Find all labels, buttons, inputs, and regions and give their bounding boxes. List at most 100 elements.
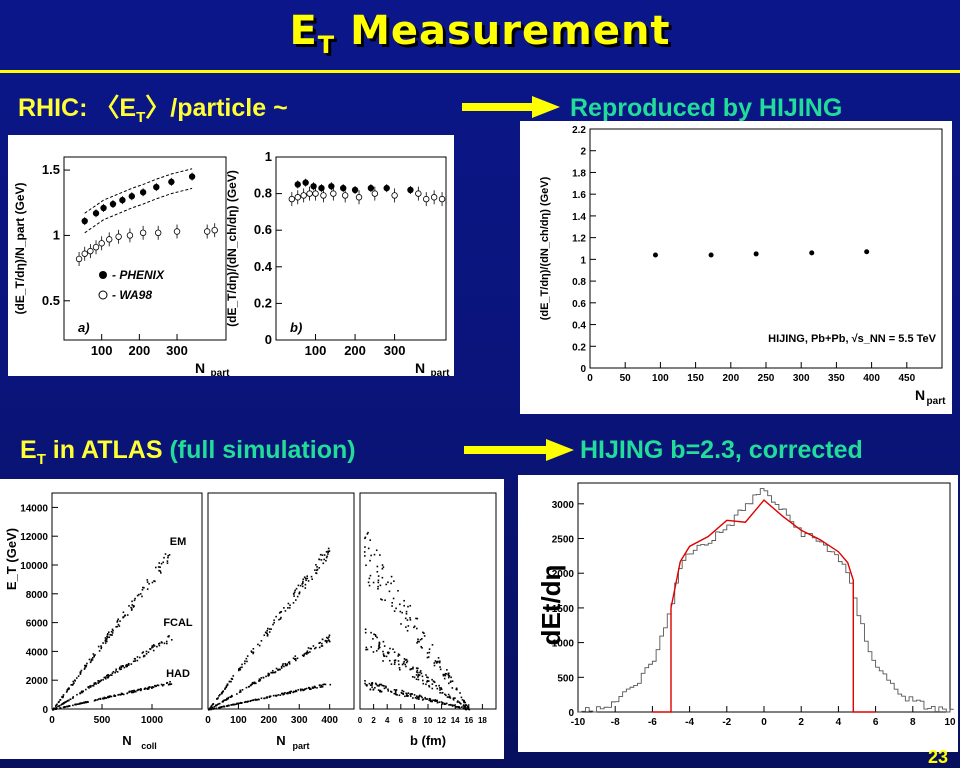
scatter-point: [320, 684, 323, 687]
scatter-point: [119, 668, 121, 671]
scatter-point: [444, 703, 447, 705]
scatter-point: [376, 636, 378, 639]
scatter-point: [367, 547, 370, 550]
scatter-point: [415, 671, 418, 673]
scatter-point: [392, 648, 394, 651]
scatter-point: [304, 587, 307, 589]
scatter-point: [126, 664, 129, 667]
scatter-point: [323, 554, 326, 556]
scatter-point: [94, 699, 97, 701]
y-axis-label: (dE_T/dη)/(dN_ch/dη) (GeV): [539, 176, 551, 320]
scatter-point: [442, 674, 445, 677]
scatter-point: [283, 607, 285, 609]
scatter-point: [107, 632, 109, 635]
scatter-point: [428, 684, 430, 687]
scatter-point: [255, 682, 257, 685]
scatter-point: [284, 691, 286, 694]
scatter-point: [304, 652, 307, 655]
scatter-point: [99, 680, 102, 683]
scatter-point: [319, 686, 322, 688]
scatter-point: [319, 553, 322, 556]
scatter-point: [264, 631, 267, 634]
scatter-point: [401, 663, 404, 666]
scatter-point: [55, 708, 57, 710]
scatter-point: [301, 583, 304, 585]
scatter-point: [305, 653, 308, 655]
scatter-point: [404, 695, 406, 698]
scatter-point: [84, 664, 86, 667]
scatter-point: [426, 676, 428, 679]
scatter-point: [445, 702, 448, 705]
scatter-point: [270, 671, 272, 674]
scatter-point: [132, 606, 135, 608]
scatter-point: [292, 691, 294, 694]
legend-marker-wa98: [98, 290, 108, 300]
scatter-point: [419, 671, 421, 674]
scatter-point: [212, 708, 215, 710]
scatter-point: [93, 699, 96, 702]
scatter-point: [239, 702, 242, 704]
scatter-point: [318, 684, 321, 686]
scatter-point: [373, 633, 375, 636]
scatter-point: [104, 637, 107, 639]
scatter-point: [412, 666, 414, 669]
scatter-point: [458, 706, 460, 708]
scatter-point: [222, 690, 225, 692]
x-axis-label-sub: part: [292, 741, 309, 751]
scatter-point: [404, 663, 406, 666]
scatter-point: [438, 661, 441, 664]
data-point: [306, 190, 313, 197]
scatter-point: [227, 704, 230, 707]
scatter-point: [368, 682, 371, 685]
y-tick-label: 0: [42, 705, 48, 716]
data-point: [109, 200, 117, 208]
scatter-point: [374, 682, 377, 685]
scatter-point: [416, 695, 418, 697]
scatter-point: [465, 706, 467, 709]
scatter-point: [167, 555, 169, 557]
scatter-point: [435, 662, 438, 664]
scatter-point: [311, 686, 314, 689]
scatter-point: [219, 693, 221, 696]
scatter-point: [210, 705, 213, 707]
scatter-point: [397, 653, 400, 655]
scatter-point: [80, 690, 83, 693]
scatter-point: [115, 670, 117, 672]
data-point: [652, 252, 658, 258]
scatter-point: [122, 616, 125, 618]
scatter-point: [310, 647, 312, 650]
scatter-point: [148, 686, 151, 688]
scatter-point: [428, 651, 431, 654]
y-axis-label: (dE_T/dη)/N_part (GeV): [13, 182, 27, 314]
hijing-ratio-chart: 0 0.2 0.4 0.6 0.8 1 1.2 1.4 1.6 1.8 2 2.2 0 50 100 150 2…: [539, 125, 946, 407]
scatter-point: [426, 652, 429, 654]
scatter-point: [86, 662, 88, 665]
scatter-point: [128, 662, 130, 665]
scatter-point: [379, 554, 381, 556]
scatter-point: [130, 690, 133, 692]
data-point: [153, 183, 160, 191]
scatter-point: [415, 617, 417, 620]
scatter-point: [409, 604, 412, 607]
scatter-point: [302, 655, 305, 657]
scatter-point: [144, 687, 147, 690]
scatter-point: [278, 612, 281, 614]
scatter-point: [230, 704, 233, 706]
scatter-point: [282, 663, 284, 665]
scatter-point: [439, 660, 441, 663]
scatter-point: [157, 684, 160, 687]
scatter-point: [236, 703, 239, 705]
scatter-point: [463, 707, 465, 709]
scatter-point: [266, 633, 269, 636]
y-tick-label: 6000: [26, 619, 49, 630]
x-axis-label: N: [415, 360, 425, 376]
scatter-point: [138, 656, 141, 659]
scatter-point: [435, 684, 437, 687]
scatter-point: [378, 644, 380, 647]
scatter-point: [226, 697, 228, 700]
scatter-point: [133, 605, 135, 607]
scatter-point: [371, 686, 373, 688]
scatter-point: [125, 665, 127, 668]
scatter-point: [328, 640, 331, 643]
scatter-point: [323, 683, 325, 686]
